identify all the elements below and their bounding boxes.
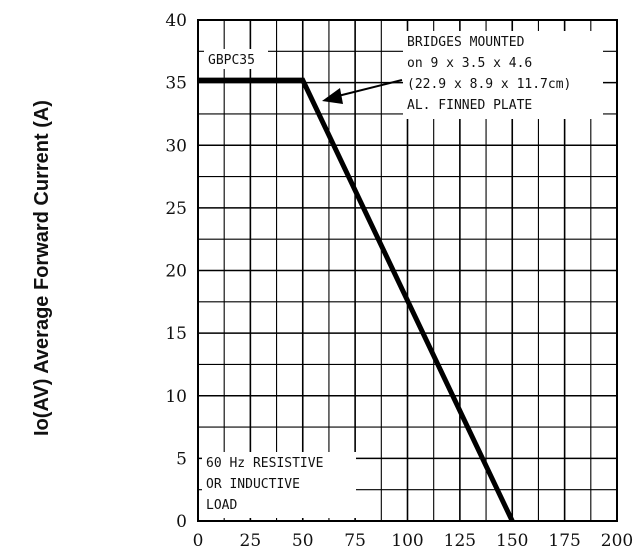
arrow-shaft (333, 79, 403, 98)
series-label-background (204, 49, 268, 69)
mounting-annotation-line: AL. FINNED PLATE (407, 98, 532, 113)
x-tick-label: 125 (444, 531, 476, 551)
load-annotation-line: LOAD (206, 498, 237, 513)
x-tick-label: 50 (292, 531, 314, 551)
mounting-annotation-line: BRIDGES MOUNTED (407, 35, 525, 50)
load-annotation-line: OR INDUCTIVE (206, 477, 300, 492)
arrow-head (322, 88, 343, 104)
y-tick-labels: 0 5 10 15 20 25 30 35 40 (165, 11, 187, 532)
x-tick-label: 175 (548, 531, 580, 551)
y-tick-label: 30 (165, 136, 187, 156)
x-tick-label: 100 (391, 531, 423, 551)
y-tick-label: 35 (165, 74, 187, 94)
x-tick-labels: 0 25 50 75 100 125 150 175 200 (193, 531, 634, 551)
mounting-annotation-line: (22.9 x 8.9 x 11.7cm) (407, 77, 571, 92)
y-tick-label: 0 (176, 512, 187, 532)
x-tick-label: 25 (240, 531, 262, 551)
load-annotation: 60 Hz RESISTIVE OR INDUCTIVE LOAD (202, 452, 356, 518)
y-tick-label: 25 (165, 199, 187, 219)
series-layer (197, 77, 515, 523)
y-tick-label: 5 (176, 449, 187, 469)
y-tick-label: 20 (165, 262, 187, 282)
plot-frame (197, 19, 618, 522)
annotation-arrow (322, 79, 403, 104)
mounting-annotation-background (403, 31, 603, 119)
y-tick-label: 10 (165, 387, 187, 407)
x-tick-label: 150 (496, 531, 528, 551)
y-tick-label: 40 (165, 11, 187, 31)
x-tick-label: 200 (601, 531, 633, 551)
x-tick-label: 0 (193, 531, 204, 551)
series-label: GBPC35 (204, 49, 268, 69)
load-annotation-background (202, 452, 356, 518)
mounting-annotation-line: on 9 x 3.5 x 4.6 (407, 56, 532, 71)
x-tick-label: 75 (344, 531, 366, 551)
y-tick-label: 15 (165, 324, 187, 344)
y-axis-label: Io(AV) Average Forward Current (A) (31, 100, 53, 436)
series-label-text: GBPC35 (208, 53, 255, 68)
mounting-annotation: BRIDGES MOUNTED on 9 x 3.5 x 4.6 (22.9 x… (403, 31, 603, 119)
load-annotation-line: 60 Hz RESISTIVE (206, 456, 323, 471)
